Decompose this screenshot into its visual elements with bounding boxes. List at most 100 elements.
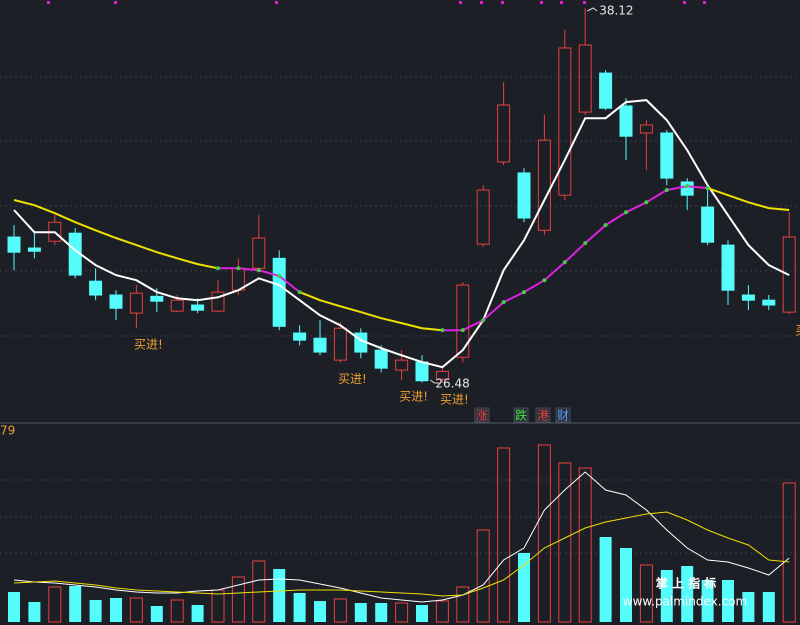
ma-line — [13, 511, 790, 597]
candle-body — [701, 206, 715, 243]
ma-marker — [603, 223, 608, 228]
volume-bar — [314, 601, 326, 622]
watermark-title: 掌 上 指 标 — [656, 576, 717, 591]
high-label: 38.12 — [599, 4, 633, 18]
volume-bar — [537, 444, 551, 623]
ma-line — [13, 471, 790, 603]
volume-bar — [660, 570, 673, 622]
candle-body — [497, 104, 511, 163]
volume-bar — [782, 482, 796, 623]
volume-bar — [578, 467, 592, 623]
ma-marker — [440, 328, 445, 333]
volume-bar — [48, 586, 62, 623]
volume-bar — [170, 599, 184, 623]
volume-bar — [273, 569, 286, 622]
high-pointer — [586, 7, 598, 12]
volume-bar — [476, 529, 490, 623]
volume-bar — [762, 592, 775, 622]
candle-body — [293, 332, 307, 341]
candle-body — [191, 304, 205, 311]
candle-body — [517, 172, 531, 219]
volume-bar — [518, 553, 530, 622]
buy-signal: 买进! — [134, 338, 163, 352]
ma-marker — [501, 300, 506, 305]
volume-bar — [395, 602, 409, 623]
candle-body — [150, 295, 164, 302]
candle-body — [27, 247, 41, 252]
tag: 涨 — [476, 408, 488, 423]
tag-box — [555, 407, 571, 423]
candle-body — [741, 294, 755, 301]
candle-body — [782, 236, 796, 313]
tag: 跌 — [515, 408, 527, 423]
volume-bar — [150, 606, 163, 622]
watermark-url: www.palmindex.com — [623, 595, 747, 609]
ma-marker — [297, 290, 302, 295]
ma-line — [13, 99, 790, 369]
volume-bar — [742, 592, 755, 622]
ma-line — [13, 187, 790, 332]
ma-marker — [685, 184, 690, 189]
volume-bar — [456, 586, 470, 623]
candle-body — [374, 349, 388, 369]
volume-bar — [639, 564, 653, 623]
tag-box — [474, 407, 490, 423]
tag-box — [535, 407, 551, 423]
volume-bar — [69, 586, 82, 622]
tag-box — [513, 407, 529, 423]
candle-body — [578, 44, 592, 113]
candle-body — [7, 236, 21, 253]
candle-body — [599, 72, 613, 109]
candle-body — [109, 294, 123, 309]
buy-signal: 买 — [795, 324, 800, 338]
volume-bar — [722, 580, 734, 622]
ma-line — [218, 185, 708, 332]
low-pointer — [430, 379, 440, 384]
tag: 港 — [537, 409, 549, 423]
volume-bar — [333, 598, 347, 623]
volume-bar — [558, 462, 572, 623]
ma-marker — [481, 318, 486, 323]
volume-bar — [681, 566, 694, 622]
candle-body — [313, 337, 327, 353]
candle-body — [333, 327, 347, 361]
ma-marker — [664, 188, 669, 193]
volume-bar — [129, 597, 143, 623]
ma-marker — [522, 290, 526, 295]
buy-signal: 买进! — [399, 390, 428, 404]
buy-signal: 买进! — [338, 372, 367, 386]
volume-bar — [701, 580, 714, 622]
candle-body — [537, 139, 551, 231]
candle-body — [660, 132, 674, 179]
ma-marker — [624, 210, 628, 215]
volume-corner-label: 79 — [0, 424, 15, 438]
volume-bar — [435, 600, 449, 623]
candle-body — [129, 292, 143, 314]
ma-marker — [256, 268, 261, 273]
low-label: 26.48 — [435, 377, 469, 391]
volume-bar — [375, 603, 388, 622]
candle-body — [456, 284, 470, 358]
volume-bar — [416, 605, 428, 622]
volume-bar — [191, 605, 204, 622]
volume-bar — [354, 603, 367, 622]
candle-body — [619, 105, 633, 137]
ma-marker — [562, 260, 567, 265]
candle-body — [435, 370, 449, 380]
tag: 财 — [557, 409, 569, 423]
ma-marker — [277, 274, 282, 279]
volume-bar — [599, 537, 612, 622]
volume-bar — [293, 593, 306, 622]
ma-marker — [542, 278, 547, 283]
volume-bar — [28, 602, 41, 622]
ma-marker — [236, 266, 241, 271]
candle-body — [476, 189, 490, 245]
top-markers — [47, 1, 706, 4]
volume-bar — [89, 600, 102, 622]
volume-bar — [211, 589, 225, 623]
candle-body — [558, 47, 572, 196]
candle-body — [680, 181, 694, 196]
ma-marker — [216, 266, 220, 271]
candle-body — [395, 359, 409, 371]
